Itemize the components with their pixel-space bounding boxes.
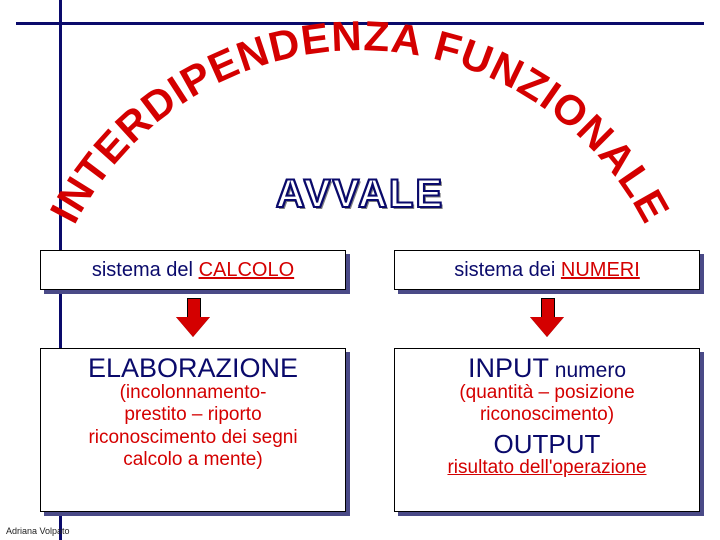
left-title-box: sistema del CALCOLO — [40, 250, 346, 290]
subtitle: AVVALE AVVALE — [276, 172, 444, 217]
left-column: sistema del CALCOLO ELABORAZIONE (incolo… — [40, 250, 346, 512]
columns: sistema del CALCOLO ELABORAZIONE (incolo… — [40, 250, 700, 512]
right-heading-main: INPUT — [468, 353, 549, 383]
right-title-prefix: sistema dei — [454, 259, 561, 281]
left-title-prefix: sistema del — [92, 259, 199, 281]
left-detail-box: ELABORAZIONE (incolonnamento-prestito – … — [40, 348, 346, 512]
right-heading: INPUT numero — [403, 355, 691, 382]
left-arrow-slot — [40, 290, 346, 348]
right-output-heading: OUTPUT — [403, 431, 691, 457]
right-detail: (quantità – posizionericonoscimento) — [403, 382, 691, 427]
footer-author: Adriana Volpato — [6, 526, 70, 536]
down-arrow-icon — [530, 298, 564, 338]
down-arrow-icon — [176, 298, 210, 338]
right-detail-box: INPUT numero (quantità – posizionericono… — [394, 348, 700, 512]
right-heading-suffix: numero — [549, 359, 626, 382]
right-arrow-slot — [394, 290, 700, 348]
left-title-em: CALCOLO — [199, 259, 295, 281]
right-title-em: NUMERI — [561, 259, 640, 281]
left-detail: (incolonnamento-prestito – riportoricono… — [49, 382, 337, 472]
right-output-detail: risultato dell'operazione — [403, 457, 691, 479]
left-heading: ELABORAZIONE — [49, 355, 337, 382]
right-title-box: sistema dei NUMERI — [394, 250, 700, 290]
right-column: sistema dei NUMERI INPUT numero (quantit… — [394, 250, 700, 512]
subtitle-text: AVVALE — [276, 172, 444, 217]
